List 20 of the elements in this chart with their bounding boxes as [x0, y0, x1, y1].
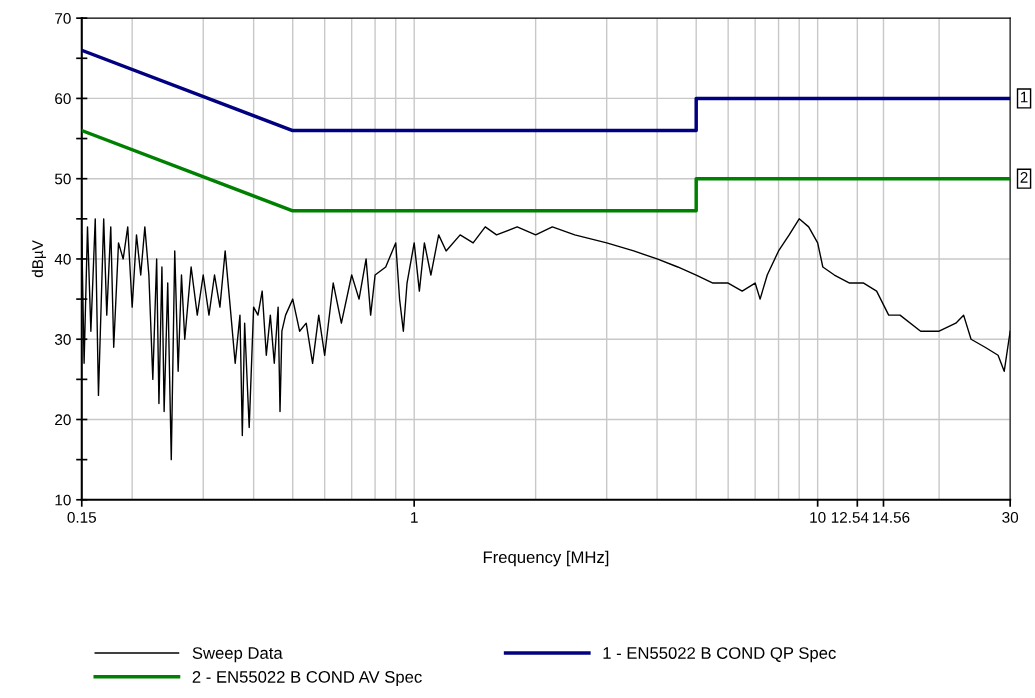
y-tick-label: 40: [54, 253, 71, 265]
y-tick-label: 60: [55, 93, 71, 105]
x-tick-label: 30: [1002, 511, 1019, 523]
y-tick-label: 30: [54, 334, 71, 345]
x-tick-label: 10: [810, 511, 826, 523]
legend-label: Sweep Data: [192, 647, 283, 663]
x-tick-label: 1: [411, 512, 418, 523]
y-tick-label: 70: [55, 13, 71, 24]
y-axis-title: dBµV: [31, 240, 47, 278]
x-tick-label: 0.15: [67, 511, 96, 523]
y-tick-label: 50: [54, 173, 71, 185]
y-tick-label: 20: [55, 414, 71, 426]
y-tick-label: 10: [55, 494, 71, 506]
x-tick-label: 14.56: [873, 511, 910, 523]
annotation: 2: [1020, 171, 1028, 183]
x-axis-title: Frequency [MHz]: [483, 550, 609, 567]
annotation: 1: [1020, 91, 1028, 103]
legend-label: 2 - EN55022 B COND AV Spec: [192, 671, 422, 687]
x-tick-label: 12.54: [831, 511, 869, 523]
legend-label: 1 - EN55022 B COND QP Spec: [603, 647, 836, 663]
